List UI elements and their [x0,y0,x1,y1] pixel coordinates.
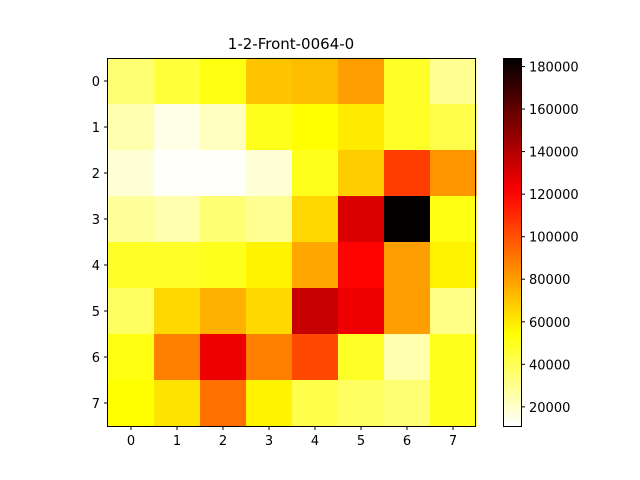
x-tick-label: 7 [449,434,457,449]
colorbar-tick-label: 180000 [529,61,579,76]
heatmap-cell-7-2 [200,380,247,427]
heatmap-cell-4-7 [430,242,477,289]
heatmap-cell-6-1 [154,334,201,381]
heatmap-cell-1-6 [384,104,431,151]
heatmap-cell-7-5 [338,380,385,427]
colorbar-frame [503,58,522,427]
x-tick-label: 6 [403,434,411,449]
heatmap-cell-6-5 [338,334,385,381]
heatmap-cell-7-3 [246,380,293,427]
heatmap-cell-1-5 [338,104,385,151]
heatmap-cell-1-1 [154,104,201,151]
x-tick-label: 4 [311,434,319,449]
heatmap-cell-0-5 [338,58,385,105]
heatmap-cell-7-1 [154,380,201,427]
heatmap-cell-4-1 [154,242,201,289]
heatmap-cell-2-7 [430,150,477,197]
x-tick-label: 1 [173,434,181,449]
heatmap-cells [108,58,477,427]
heatmap-cell-0-7 [430,58,477,105]
heatmap-cell-5-3 [246,288,293,335]
heatmap-cell-0-3 [246,58,293,105]
heatmap-cell-4-6 [384,242,431,289]
x-axis: 0 1 2 3 4 5 6 7 [127,426,457,449]
heatmap-cell-5-4 [292,288,339,335]
y-tick-label: 0 [92,75,100,90]
heatmap-cell-0-2 [200,58,247,105]
heatmap-cell-5-0 [108,288,155,335]
colorbar-tick-label: 60000 [529,316,570,331]
y-tick-label: 3 [92,213,100,228]
x-tick-label: 5 [357,434,365,449]
heatmap-cell-6-7 [430,334,477,381]
colorbar-tick-label: 140000 [529,146,579,161]
heatmap-cell-0-6 [384,58,431,105]
colorbar-tick-label: 160000 [529,103,579,118]
y-tick-label: 6 [92,351,100,366]
heatmap-cell-3-4 [292,196,339,243]
heatmap-cell-2-2 [200,150,247,197]
heatmap-cell-2-3 [246,150,293,197]
heatmap-cell-2-0 [108,150,155,197]
heatmap-cell-5-1 [154,288,201,335]
heatmap-cell-1-3 [246,104,293,151]
heatmap-cell-2-5 [338,150,385,197]
plot-frame [107,58,476,427]
heatmap-cell-4-0 [108,242,155,289]
colorbar-tick-label: 80000 [529,273,570,288]
heatmap-cell-4-3 [246,242,293,289]
heatmap-cell-0-0 [108,58,155,105]
heatmap-cell-3-3 [246,196,293,243]
colorbar-tick-label: 40000 [529,358,570,373]
heatmap-cell-7-7 [430,380,477,427]
heatmap-cell-0-1 [154,58,201,105]
heatmap-cell-2-4 [292,150,339,197]
heatmap-cell-6-6 [384,334,431,381]
x-tick-label: 3 [265,434,273,449]
y-axis: 0 1 2 3 4 5 6 7 [92,75,108,412]
heatmap-cell-2-1 [154,150,201,197]
x-tick-label: 2 [219,434,227,449]
y-tick-label: 4 [92,259,100,274]
heatmap-cell-2-6 [384,150,431,197]
colorbar-tick-label: 120000 [529,188,579,203]
heatmap-cell-4-4 [292,242,339,289]
heatmap-cell-4-5 [338,242,385,289]
heatmap-cell-3-5 [338,196,385,243]
heatmap-cell-6-0 [108,334,155,381]
heatmap-cell-5-7 [430,288,477,335]
colorbar-axis: 20000 40000 60000 80000 100000 120000 140000 16… [521,61,579,416]
y-tick-label: 7 [92,397,100,412]
heatmap-cell-7-6 [384,380,431,427]
heatmap-cell-5-2 [200,288,247,335]
colorbar-tick-label: 100000 [529,231,579,246]
heatmap-cell-1-7 [430,104,477,151]
heatmap-cell-1-4 [292,104,339,151]
heatmap-cell-3-7 [430,196,477,243]
heatmap-cell-5-5 [338,288,385,335]
chart-title: 1-2-Front-0064-0 [228,35,354,53]
heatmap-cell-3-2 [200,196,247,243]
x-tick-label: 0 [127,434,135,449]
heatmap-cell-4-2 [200,242,247,289]
y-tick-label: 5 [92,305,100,320]
colorbar-tick-label: 20000 [529,401,570,416]
y-tick-label: 2 [92,167,100,182]
heatmap-cell-3-0 [108,196,155,243]
heatmap-cell-3-6 [384,196,431,243]
heatmap-cell-1-0 [108,104,155,151]
heatmap-cell-3-1 [154,196,201,243]
heatmap-cell-1-2 [200,104,247,151]
y-tick-label: 1 [92,121,100,136]
heatmap-cell-6-4 [292,334,339,381]
heatmap-cell-6-2 [200,334,247,381]
heatmap-cell-7-0 [108,380,155,427]
heatmap-cell-0-4 [292,58,339,105]
heatmap-cell-7-4 [292,380,339,427]
colorbar [503,58,521,426]
heatmap-cell-5-6 [384,288,431,335]
heatmap-cell-6-3 [246,334,293,381]
